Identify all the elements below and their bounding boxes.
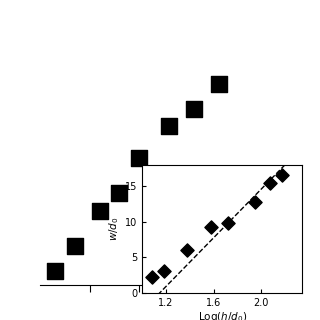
Point [225, 220, 230, 226]
Point [185, 248, 190, 253]
Point [72, 244, 77, 249]
Point [161, 269, 166, 274]
Point [166, 124, 172, 129]
Point [97, 208, 102, 213]
Point [209, 225, 214, 230]
Point [252, 199, 258, 204]
Point [117, 191, 122, 196]
Point [216, 82, 221, 87]
Point [137, 156, 142, 161]
Point [149, 275, 155, 280]
X-axis label: $\mathrm{Log}(h/d_0)$: $\mathrm{Log}(h/d_0)$ [198, 310, 247, 320]
Y-axis label: $w/d_0$: $w/d_0$ [107, 216, 121, 241]
Point [52, 268, 58, 273]
Point [280, 173, 285, 178]
Point [191, 106, 196, 111]
Point [268, 180, 273, 185]
